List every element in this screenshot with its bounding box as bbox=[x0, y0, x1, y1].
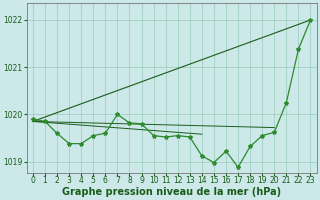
X-axis label: Graphe pression niveau de la mer (hPa): Graphe pression niveau de la mer (hPa) bbox=[62, 187, 281, 197]
